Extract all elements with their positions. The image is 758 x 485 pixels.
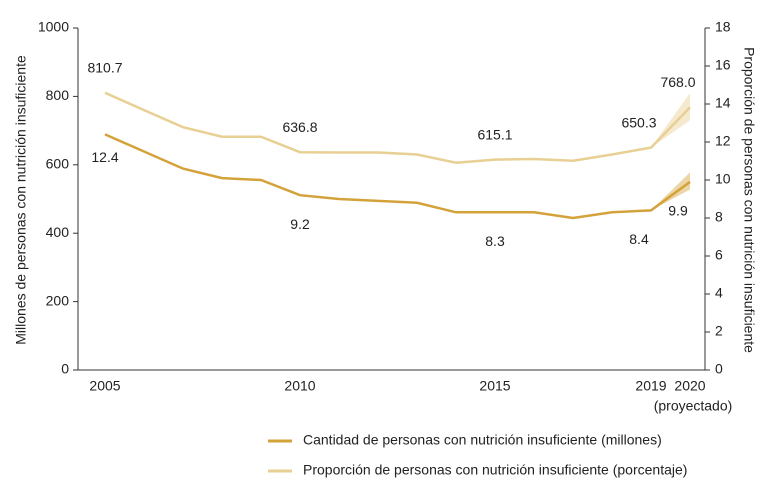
x-tick-label: 2020 [674, 378, 705, 394]
x-tick-label: 2010 [284, 378, 315, 394]
value-label: 9.2 [290, 216, 310, 232]
y2-tick-label: 12 [715, 133, 731, 149]
series-line [104, 91, 691, 165]
x-tick-label: 2019 [635, 378, 666, 394]
x-tick-label: 2015 [479, 378, 510, 394]
value-label: 8.4 [629, 231, 649, 247]
legend-label: Cantidad de personas con nutrición insuf… [303, 432, 662, 448]
y-axis-label: Millones de personas con nutrición insuf… [13, 55, 29, 345]
projection-band [651, 92, 690, 148]
y-tick-label: 1000 [38, 19, 69, 35]
value-label: 768.0 [660, 74, 695, 90]
x-tick-label: 2005 [89, 378, 120, 394]
value-label: 8.3 [485, 233, 505, 249]
y2-axis-label: Proporción de personas con nutrición ins… [741, 47, 757, 353]
value-label: 810.7 [87, 59, 122, 75]
y-tick-label: 800 [46, 87, 70, 103]
y2-tick-label: 2 [715, 323, 723, 339]
projection-band [651, 172, 690, 211]
y2-tick-label: 18 [715, 19, 731, 35]
y-tick-label: 0 [61, 361, 69, 377]
value-label: 12.4 [91, 149, 118, 165]
series-line [104, 133, 691, 220]
x-note: (proyectado) [654, 398, 733, 414]
value-label: 615.1 [477, 126, 512, 142]
y2-tick-label: 16 [715, 57, 731, 73]
y-tick-label: 400 [46, 224, 70, 240]
y2-tick-label: 0 [715, 361, 723, 377]
y2-tick-label: 4 [715, 285, 723, 301]
y2-tick-label: 8 [715, 209, 723, 225]
value-label: 636.8 [282, 119, 317, 135]
value-label: 9.9 [668, 203, 688, 219]
value-label: 650.3 [621, 114, 656, 130]
y2-tick-label: 10 [715, 171, 731, 187]
y-tick-label: 600 [46, 156, 70, 172]
legend-label: Proporción de personas con nutrición ins… [303, 462, 687, 478]
y2-tick-label: 14 [715, 95, 731, 111]
y-tick-label: 200 [46, 292, 70, 308]
y2-tick-label: 6 [715, 247, 723, 263]
